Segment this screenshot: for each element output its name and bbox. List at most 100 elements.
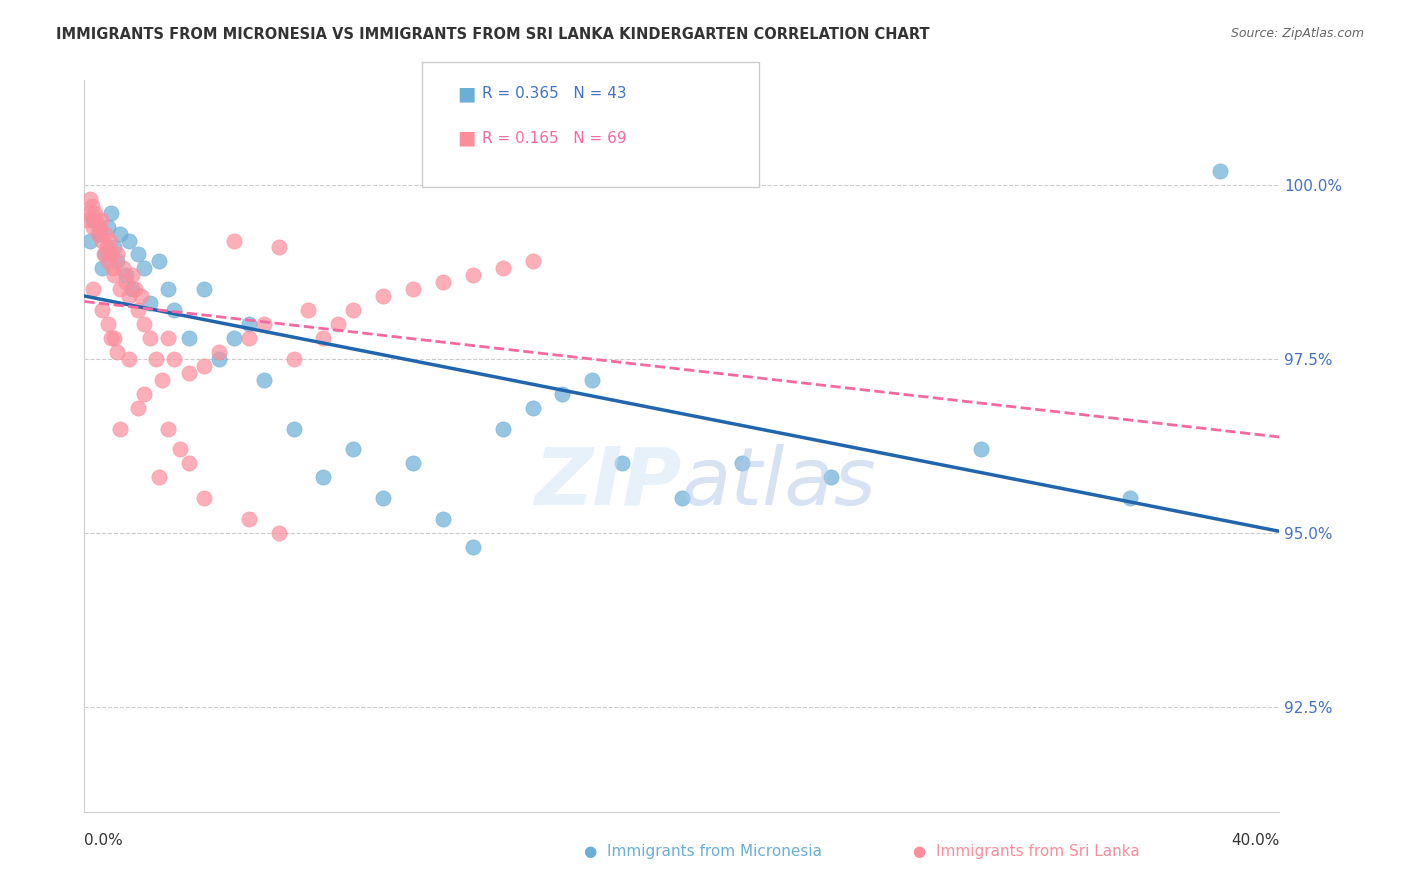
Point [148,470,170,484]
Point [132,261,156,276]
Point [432,275,454,289]
Point [371,289,394,303]
Text: ●  Immigrants from Sri Lanka: ● Immigrants from Sri Lanka [912,845,1140,859]
Point [127,401,149,415]
Point [118,351,141,366]
Point [103,331,125,345]
Point [103,240,125,254]
Point [157,331,180,345]
Text: ●  Immigrants from Micronesia: ● Immigrants from Micronesia [583,845,823,859]
Point [105,247,128,261]
Point [91,261,114,276]
Point [77,205,100,219]
Point [492,261,515,276]
Point [150,373,173,387]
Point [115,268,138,283]
Point [492,421,515,435]
Point [100,247,122,261]
Point [193,491,215,506]
Point [970,442,993,457]
Point [118,289,141,303]
Point [89,219,111,234]
Point [177,331,200,345]
Text: ZIP: ZIP [534,443,682,522]
Point [132,317,156,331]
Point [76,212,98,227]
Point [80,199,103,213]
Point [105,254,128,268]
Point [283,421,305,435]
Point [115,275,138,289]
Point [671,491,693,506]
Point [139,296,162,310]
Point [222,234,245,248]
Point [103,268,125,283]
Point [169,442,191,457]
Point [82,219,104,234]
Point [101,261,124,276]
Point [91,234,114,248]
Text: ■: ■ [457,84,475,103]
Point [461,540,484,554]
Point [312,331,335,345]
Point [79,234,101,248]
Point [342,303,364,318]
Point [297,303,319,318]
Point [100,205,122,219]
Point [83,205,105,219]
Point [82,282,104,296]
Point [208,345,231,359]
Point [98,234,121,248]
Point [342,442,364,457]
Point [127,303,149,318]
Point [222,331,245,345]
Point [91,303,114,318]
Point [1119,491,1142,506]
Point [267,240,290,254]
Point [312,470,335,484]
Point [97,317,120,331]
Point [124,282,146,296]
Point [121,268,143,283]
Point [121,282,143,296]
Point [193,282,215,296]
Point [610,457,633,471]
Point [129,289,152,303]
Text: R = 0.165   N = 69: R = 0.165 N = 69 [482,131,627,145]
Point [97,219,120,234]
Point [371,491,394,506]
Point [89,227,111,241]
Point [283,351,305,366]
Point [127,247,149,261]
Text: atlas: atlas [682,443,877,522]
Point [90,212,112,227]
Point [208,351,231,366]
Point [118,234,141,248]
Point [193,359,215,373]
Point [163,351,186,366]
Text: R = 0.365   N = 43: R = 0.365 N = 43 [482,87,627,101]
Text: ■: ■ [457,128,475,148]
Point [132,386,156,401]
Point [328,317,350,331]
Point [86,212,108,227]
Point [163,303,186,318]
Text: 0.0%: 0.0% [84,832,124,847]
Point [139,331,162,345]
Point [94,247,117,261]
Point [110,282,132,296]
Point [112,261,135,276]
Point [238,317,260,331]
Point [402,282,425,296]
Point [238,331,260,345]
Point [522,254,544,268]
Point [82,212,104,227]
Point [1208,164,1232,178]
Point [100,331,122,345]
Point [402,457,425,471]
Point [79,192,101,206]
Point [551,386,574,401]
Point [731,457,754,471]
Point [253,317,276,331]
Point [145,351,167,366]
